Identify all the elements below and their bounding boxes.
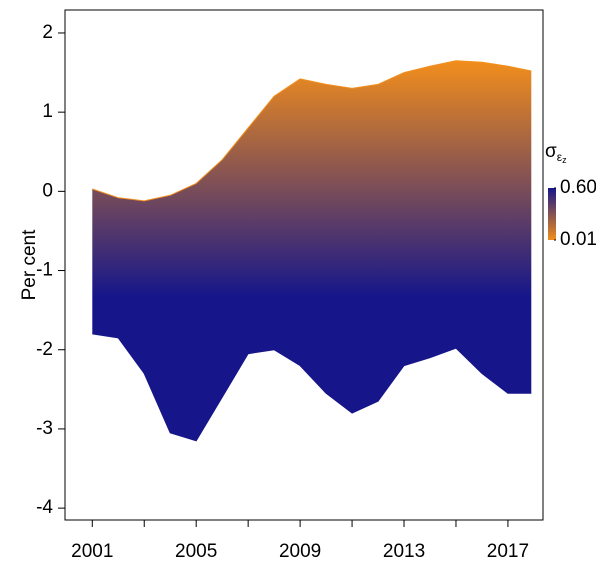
y-axis-label: Per cent (19, 229, 40, 300)
y-tick-label: -4 (36, 497, 53, 518)
colorbar-title-sub: ε (557, 150, 563, 164)
colorbar-tick-label: 0.01 (560, 229, 596, 250)
plot-frame (64, 9, 544, 521)
x-tick-label: 2005 (175, 541, 217, 562)
x-tick-label: 2017 (487, 541, 529, 562)
colorbar-title: σεz (545, 141, 567, 165)
colorbar (548, 188, 556, 240)
x-tick-label: 2009 (279, 541, 321, 562)
y-tick-label: 0 (42, 180, 53, 201)
colorbar-title-subsub: z (562, 155, 567, 165)
band-edge (92, 60, 532, 202)
y-tick-label: -3 (36, 418, 53, 439)
band-edge (92, 333, 532, 442)
x-tick-label: 2013 (383, 541, 425, 562)
colorbar-title-symbol: σ (545, 141, 557, 162)
y-tick-label: 1 (42, 101, 53, 122)
colorbar-tick-label: 0.60 (560, 177, 596, 198)
y-tick-label: -2 (36, 339, 53, 360)
x-tick-label: 2001 (71, 541, 113, 562)
y-tick-label: -1 (36, 260, 53, 281)
band-area (92, 60, 532, 441)
y-tick-label: 2 (42, 22, 53, 43)
